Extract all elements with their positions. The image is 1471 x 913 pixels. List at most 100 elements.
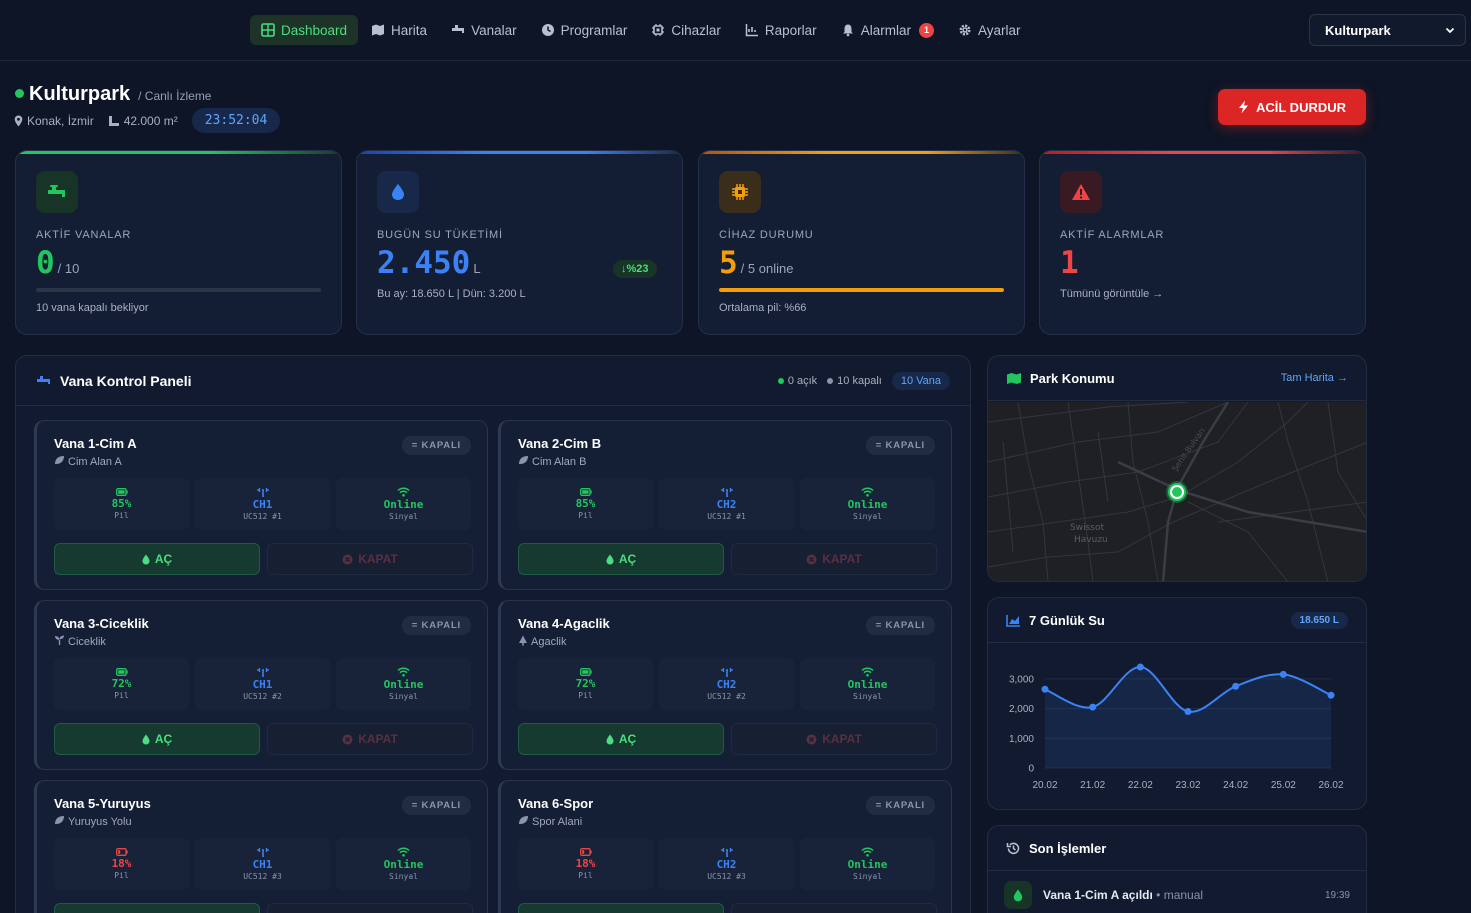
- valve-panel-header: Vana Kontrol Paneli 0 açık 10 kapalı 10 …: [16, 356, 970, 406]
- open-valve-button[interactable]: AÇ: [54, 903, 260, 913]
- nav-label: Dashboard: [281, 22, 348, 38]
- signal-value: Online: [383, 498, 424, 511]
- leaf-icon: [54, 455, 65, 468]
- channel-metric: CH1 UC512 #3: [195, 838, 330, 890]
- device-label: UC512 #3: [707, 872, 746, 881]
- valve-card: Vana 6-Spor Spor Alani = KAPALI 18% Pil CH2 UC…: [498, 780, 952, 913]
- close-circle-icon: [806, 734, 817, 744]
- signal-value: Online: [847, 498, 888, 511]
- signal-value: Online: [847, 678, 888, 691]
- open-valve-button[interactable]: AÇ: [518, 543, 724, 575]
- clock-icon: [541, 24, 554, 36]
- weekly-total-badge: 18.650 L: [1290, 611, 1348, 629]
- view-all-alarms-link[interactable]: Tümünü görüntüle →: [1060, 288, 1164, 300]
- faucet-icon: [36, 171, 78, 213]
- history-item: Vana 1-Cim A açıldı • manual 19:39: [988, 872, 1366, 913]
- leaf-icon: [54, 815, 65, 828]
- park-select-value: Kulturpark: [1325, 22, 1391, 38]
- page-title: Kulturpark: [29, 83, 131, 105]
- nav-item-cihazlar[interactable]: Cihazlar: [640, 15, 732, 45]
- battery-label: Pil: [114, 871, 129, 880]
- device-online-progress: [719, 288, 1004, 292]
- antenna-icon: [720, 848, 733, 857]
- nav-item-dashboard[interactable]: Dashboard: [250, 15, 359, 45]
- full-map-link[interactable]: Tam Harita →: [1280, 372, 1348, 384]
- battery-value: 18%: [575, 857, 596, 870]
- park-map[interactable]: Şehit Bulvarı Swissot Havuzu: [988, 401, 1366, 581]
- chevron-down-icon: [1445, 27, 1455, 34]
- open-valve-button[interactable]: AÇ: [54, 723, 260, 755]
- open-valve-button[interactable]: AÇ: [518, 903, 724, 913]
- close-circle-icon: [342, 554, 353, 564]
- signal-label: Sinyal: [389, 512, 418, 521]
- valve-state-badge: = KAPALI: [401, 436, 471, 455]
- page-subtitle: / Canlı İzleme: [138, 89, 212, 103]
- nav-item-vanalar[interactable]: Vanalar: [440, 15, 528, 45]
- stat-label: BUGÜN SU TÜKETİMİ: [377, 229, 503, 241]
- data-point: [1327, 691, 1335, 699]
- antenna-icon: [720, 668, 733, 677]
- close-valve-button[interactable]: KAPAT: [267, 723, 473, 755]
- recent-actions-card: Son İşlemler Vana 1-Cim A açıldı • manua…: [987, 825, 1367, 913]
- leaf-icon: [518, 815, 529, 828]
- battery-value: 85%: [575, 497, 596, 510]
- nav-item-ayarlar[interactable]: Ayarlar: [947, 15, 1032, 45]
- area-fill: [1045, 666, 1331, 768]
- active-valves-progress: [36, 288, 321, 292]
- battery-metric: 18% Pil: [518, 838, 653, 890]
- card-accent-line: [1040, 151, 1365, 154]
- page-meta: Konak, İzmir 42.000 m² 23:52:04: [14, 108, 281, 133]
- chart-icon: [745, 24, 758, 37]
- signal-metric: Online Sinyal: [800, 658, 935, 710]
- park-select[interactable]: Kulturpark: [1309, 14, 1466, 46]
- live-clock: 23:52:04: [191, 108, 281, 133]
- battery-value: 72%: [111, 677, 132, 690]
- open-valve-button[interactable]: AÇ: [518, 723, 724, 755]
- signal-value: Online: [383, 678, 424, 691]
- data-point: [1089, 703, 1097, 711]
- open-valve-button[interactable]: AÇ: [54, 543, 260, 575]
- valve-name: Vana 5-Yuruyus: [54, 796, 151, 811]
- signal-label: Sinyal: [853, 872, 882, 881]
- nav-item-raporlar[interactable]: Raporlar: [734, 15, 828, 45]
- close-valve-button[interactable]: KAPAT: [731, 543, 937, 575]
- emergency-stop-label: ACİL DURDUR: [1255, 99, 1347, 115]
- emergency-stop-button[interactable]: ACİL DURDUR: [1218, 89, 1366, 125]
- channel-value: CH2: [716, 678, 737, 691]
- stat-value: 2.450: [377, 245, 471, 281]
- stat-unit: / 5 online: [740, 261, 794, 276]
- wifi-icon: [397, 847, 410, 857]
- battery-icon: [579, 848, 592, 856]
- channel-value: CH1: [252, 498, 273, 511]
- device-label: UC512 #1: [707, 512, 746, 521]
- map-pin-icon: [14, 115, 23, 126]
- close-valve-button[interactable]: KAPAT: [731, 903, 937, 913]
- park-location: Konak, İzmir: [27, 113, 94, 128]
- nav-item-programlar[interactable]: Programlar: [530, 15, 639, 45]
- x-tick-label: 21.02: [1080, 780, 1105, 791]
- valve-zone: Spor Alani: [518, 815, 582, 828]
- close-valve-button[interactable]: KAPAT: [267, 903, 473, 913]
- valve-state-badge: = KAPALI: [865, 616, 935, 635]
- nav-item-harita[interactable]: Harita: [360, 15, 438, 45]
- signal-value: Online: [847, 858, 888, 871]
- page-header: Kulturpark / Canlı İzleme: [15, 83, 211, 106]
- stat-label: AKTİF VANALAR: [36, 229, 132, 241]
- signal-metric: Online Sinyal: [336, 478, 471, 530]
- nav-item-alarmlar[interactable]: Alarmlar 1: [830, 15, 945, 45]
- tree-icon: [518, 635, 528, 649]
- close-valve-button[interactable]: KAPAT: [731, 723, 937, 755]
- y-tick-label: 3,000: [1009, 674, 1034, 685]
- valve-state-badge: = KAPALI: [865, 436, 935, 455]
- signal-label: Sinyal: [389, 692, 418, 701]
- valve-zone: Cim Alan B: [518, 455, 586, 468]
- device-label: UC512 #2: [243, 692, 282, 701]
- water-drop-icon: [606, 734, 614, 744]
- chart-card-title: 7 Günlük Su: [1029, 612, 1105, 628]
- arrow-down-icon: ↓: [621, 263, 627, 275]
- close-valve-button[interactable]: KAPAT: [267, 543, 473, 575]
- nav-label: Cihazlar: [671, 22, 721, 38]
- stat-card-water-usage: BUGÜN SU TÜKETİMİ 2.450 L ↓%23 Bu ay: 18…: [356, 150, 683, 335]
- valve-card: Vana 5-Yuruyus Yuruyus Yolu = KAPALI 18% Pil…: [34, 780, 488, 913]
- x-tick-label: 23.02: [1175, 780, 1200, 791]
